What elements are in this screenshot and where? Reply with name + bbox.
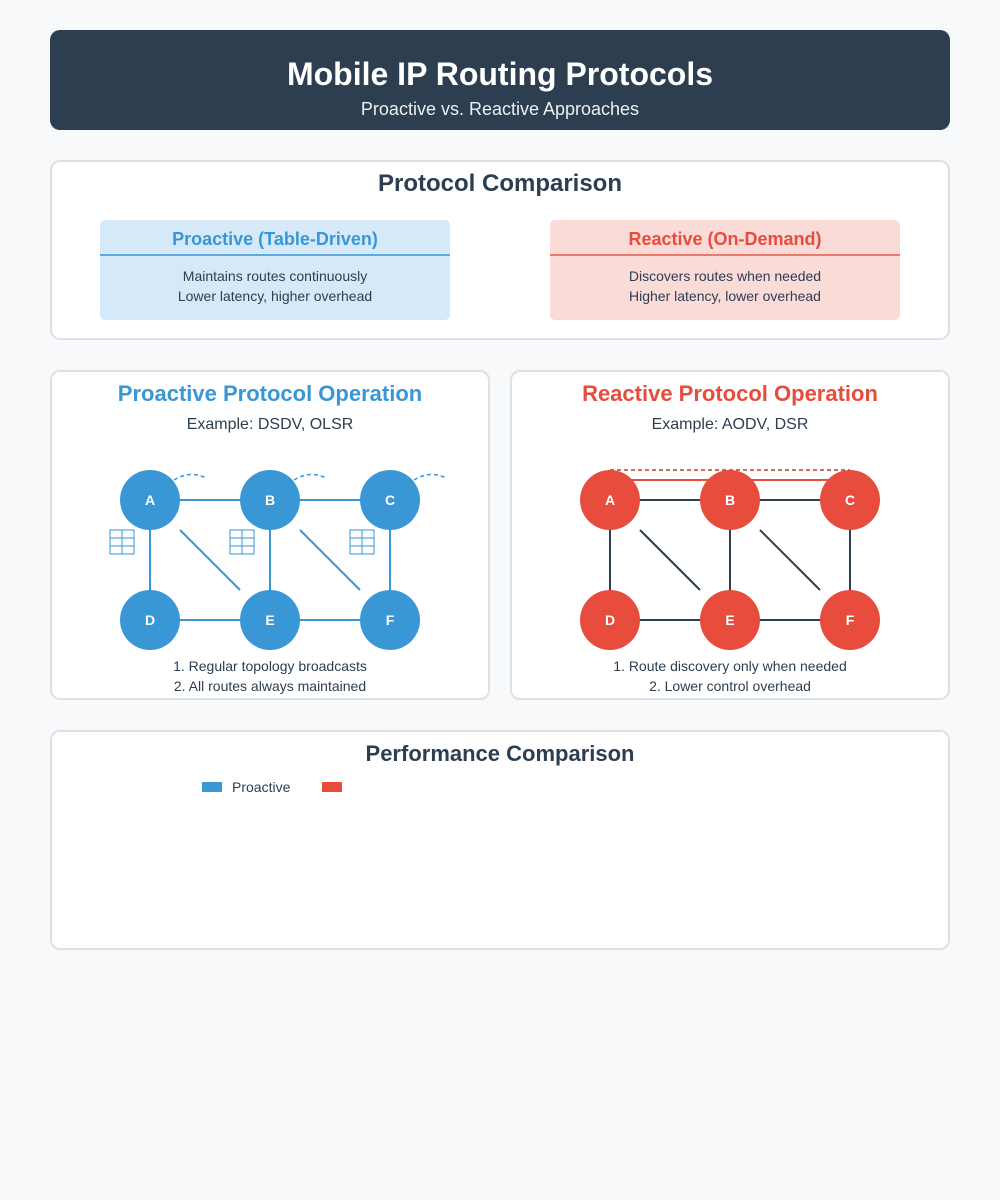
proactive-operation-panel: Proactive Protocol Operation Example: DS… bbox=[50, 370, 490, 700]
node-label-b: B bbox=[265, 492, 275, 508]
reactive-card: Reactive (On-Demand) Discovers routes wh… bbox=[550, 220, 900, 320]
node-c bbox=[360, 470, 420, 530]
proactive-network-diagram: A B C D E F bbox=[109, 470, 447, 650]
broadcast-wave-b bbox=[293, 473, 327, 481]
reactive-note: 2. Lower control overhead bbox=[649, 678, 811, 694]
node-b bbox=[700, 470, 760, 530]
proactive-card-title: Proactive (Table-Driven) bbox=[100, 220, 450, 256]
routing-table-icon bbox=[109, 529, 135, 555]
reactive-card-line: Discovers routes when needed bbox=[628, 268, 822, 284]
reactive-example: Example: AODV, DSR bbox=[651, 416, 809, 433]
page-title: Mobile IP Routing Protocols bbox=[286, 56, 714, 92]
node-label-d: D bbox=[605, 612, 615, 628]
performance-comparison-panel: Performance Comparison Proactive bbox=[50, 730, 950, 950]
reactive-note: 1. Route discovery only when needed bbox=[613, 658, 847, 674]
comparison-title: Protocol Comparison bbox=[377, 170, 623, 197]
page-header: Mobile IP Routing Protocols Proactive vs… bbox=[50, 30, 950, 130]
broadcast-wave-c bbox=[413, 473, 447, 481]
node-a bbox=[120, 470, 180, 530]
node-a bbox=[580, 470, 640, 530]
proactive-example: Example: DSDV, OLSR bbox=[186, 416, 354, 433]
proactive-note: 2. All routes always maintained bbox=[173, 678, 367, 694]
node-label-d: D bbox=[145, 612, 155, 628]
node-label-e: E bbox=[725, 612, 734, 628]
link-a-e bbox=[639, 529, 701, 591]
legend-swatch-reactive bbox=[322, 782, 342, 792]
node-label-f: F bbox=[846, 612, 855, 628]
node-f bbox=[820, 590, 880, 650]
node-label-c: C bbox=[385, 492, 395, 508]
node-label-f: F bbox=[386, 612, 395, 628]
node-label-e: E bbox=[265, 612, 274, 628]
node-label-a: A bbox=[605, 492, 615, 508]
reactive-network-diagram: A B C D E F bbox=[580, 469, 880, 650]
proactive-card-line: Lower latency, higher overhead bbox=[177, 288, 373, 304]
reactive-operation-panel: Reactive Protocol Operation Example: AOD… bbox=[510, 370, 950, 700]
page-subtitle: Proactive vs. Reactive Approaches bbox=[360, 99, 640, 119]
reactive-operation-title: Reactive Protocol Operation bbox=[582, 381, 878, 406]
node-label-a: A bbox=[145, 492, 155, 508]
protocol-comparison-panel: Protocol Comparison Proactive (Table-Dri… bbox=[50, 160, 950, 340]
proactive-card: Proactive (Table-Driven) Maintains route… bbox=[100, 220, 450, 320]
routing-table-icon bbox=[349, 529, 375, 555]
proactive-operation-title: Proactive Protocol Operation bbox=[117, 381, 423, 406]
reactive-card-title: Reactive (On-Demand) bbox=[550, 220, 900, 256]
node-label-c: C bbox=[845, 492, 855, 508]
link-a-e bbox=[179, 529, 241, 591]
node-label-b: B bbox=[725, 492, 735, 508]
performance-title: Performance Comparison bbox=[365, 741, 635, 766]
reactive-card-line: Higher latency, lower overhead bbox=[629, 288, 821, 304]
node-e bbox=[700, 590, 760, 650]
legend-label-proactive: Proactive bbox=[232, 779, 291, 795]
link-b-f bbox=[759, 529, 821, 591]
node-d bbox=[580, 590, 640, 650]
node-d bbox=[120, 590, 180, 650]
proactive-card-line: Maintains routes continuously bbox=[182, 268, 368, 284]
legend-swatch-proactive bbox=[202, 782, 222, 792]
node-f bbox=[360, 590, 420, 650]
link-b-f bbox=[299, 529, 361, 591]
broadcast-wave-a bbox=[173, 473, 207, 481]
node-c bbox=[820, 470, 880, 530]
node-e bbox=[240, 590, 300, 650]
proactive-note: 1. Regular topology broadcasts bbox=[173, 658, 367, 674]
node-b bbox=[240, 470, 300, 530]
routing-table-icon bbox=[229, 529, 255, 555]
